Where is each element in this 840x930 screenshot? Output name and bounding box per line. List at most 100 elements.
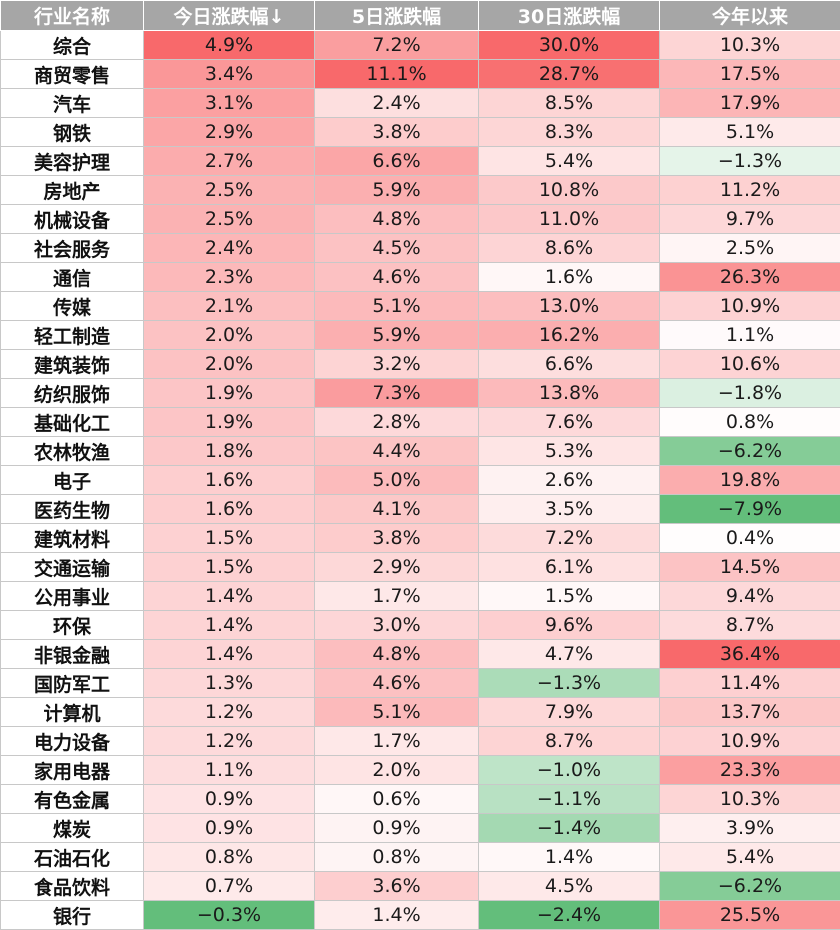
cell-5day-change: 3.8% — [315, 118, 479, 147]
industry-name: 公用事业 — [1, 582, 144, 611]
cell-today-change: 1.8% — [144, 437, 315, 466]
industry-name: 轻工制造 — [1, 321, 144, 350]
cell-5day-change: 0.8% — [315, 843, 479, 872]
cell-today-change: 2.5% — [144, 176, 315, 205]
cell-5day-change: 5.0% — [315, 466, 479, 495]
cell-ytd-change: 23.3% — [660, 756, 840, 785]
industry-name: 建筑材料 — [1, 524, 144, 553]
cell-30day-change: 6.1% — [479, 553, 660, 582]
cell-today-change: 1.3% — [144, 669, 315, 698]
cell-ytd-change: 0.4% — [660, 524, 840, 553]
cell-30day-change: 6.6% — [479, 350, 660, 379]
header-ytd-change[interactable]: 今年以来 — [660, 1, 840, 31]
cell-ytd-change: −6.2% — [660, 872, 840, 901]
header-today-change[interactable]: 今日涨跌幅↓ — [144, 1, 315, 31]
cell-today-change: 4.9% — [144, 31, 315, 60]
cell-30day-change: 8.7% — [479, 727, 660, 756]
cell-5day-change: 5.1% — [315, 698, 479, 727]
cell-30day-change: −1.3% — [479, 669, 660, 698]
industry-name: 机械设备 — [1, 205, 144, 234]
cell-today-change: 1.4% — [144, 611, 315, 640]
cell-today-change: 2.5% — [144, 205, 315, 234]
cell-today-change: 3.4% — [144, 60, 315, 89]
cell-ytd-change: 13.7% — [660, 698, 840, 727]
cell-today-change: 1.4% — [144, 582, 315, 611]
cell-30day-change: 2.6% — [479, 466, 660, 495]
cell-5day-change: 5.9% — [315, 321, 479, 350]
industry-name: 传媒 — [1, 292, 144, 321]
cell-ytd-change: 10.9% — [660, 292, 840, 321]
cell-today-change: 1.9% — [144, 408, 315, 437]
cell-5day-change: 7.2% — [315, 31, 479, 60]
header-5day-change[interactable]: 5日涨跌幅 — [315, 1, 479, 31]
cell-ytd-change: 10.3% — [660, 785, 840, 814]
cell-today-change: 1.9% — [144, 379, 315, 408]
cell-30day-change: 10.8% — [479, 176, 660, 205]
industry-name: 纺织服饰 — [1, 379, 144, 408]
cell-5day-change: 4.8% — [315, 640, 479, 669]
header-30day-change[interactable]: 30日涨跌幅 — [479, 1, 660, 31]
cell-5day-change: 3.8% — [315, 524, 479, 553]
cell-today-change: 0.7% — [144, 872, 315, 901]
cell-today-change: 2.7% — [144, 147, 315, 176]
industry-name: 电力设备 — [1, 727, 144, 756]
cell-ytd-change: 36.4% — [660, 640, 840, 669]
cell-5day-change: 1.7% — [315, 582, 479, 611]
cell-30day-change: 1.4% — [479, 843, 660, 872]
cell-30day-change: 13.8% — [479, 379, 660, 408]
cell-30day-change: 8.3% — [479, 118, 660, 147]
cell-5day-change: 4.4% — [315, 437, 479, 466]
industry-name: 钢铁 — [1, 118, 144, 147]
cell-5day-change: 1.4% — [315, 901, 479, 930]
cell-5day-change: 2.8% — [315, 408, 479, 437]
cell-today-change: 1.6% — [144, 495, 315, 524]
cell-5day-change: 2.9% — [315, 553, 479, 582]
industry-name: 煤炭 — [1, 814, 144, 843]
cell-5day-change: 3.2% — [315, 350, 479, 379]
cell-today-change: 1.2% — [144, 698, 315, 727]
cell-ytd-change: 17.5% — [660, 60, 840, 89]
industry-name: 综合 — [1, 31, 144, 60]
cell-30day-change: 8.6% — [479, 234, 660, 263]
cell-today-change: 2.4% — [144, 234, 315, 263]
cell-ytd-change: 1.1% — [660, 321, 840, 350]
cell-30day-change: 1.6% — [479, 263, 660, 292]
cell-30day-change: 3.5% — [479, 495, 660, 524]
cell-ytd-change: 26.3% — [660, 263, 840, 292]
cell-today-change: 0.9% — [144, 814, 315, 843]
cell-30day-change: 30.0% — [479, 31, 660, 60]
cell-30day-change: 5.4% — [479, 147, 660, 176]
industry-name: 美容护理 — [1, 147, 144, 176]
cell-5day-change: 2.0% — [315, 756, 479, 785]
cell-5day-change: 11.1% — [315, 60, 479, 89]
cell-5day-change: 3.0% — [315, 611, 479, 640]
cell-today-change: 1.1% — [144, 756, 315, 785]
cell-5day-change: 2.4% — [315, 89, 479, 118]
cell-today-change: 1.5% — [144, 553, 315, 582]
cell-today-change: 1.2% — [144, 727, 315, 756]
cell-ytd-change: 10.9% — [660, 727, 840, 756]
industry-name: 房地产 — [1, 176, 144, 205]
cell-ytd-change: −7.9% — [660, 495, 840, 524]
cell-5day-change: 5.1% — [315, 292, 479, 321]
industry-name: 商贸零售 — [1, 60, 144, 89]
cell-ytd-change: 11.4% — [660, 669, 840, 698]
industry-name: 社会服务 — [1, 234, 144, 263]
cell-today-change: 0.9% — [144, 785, 315, 814]
industry-name: 家用电器 — [1, 756, 144, 785]
